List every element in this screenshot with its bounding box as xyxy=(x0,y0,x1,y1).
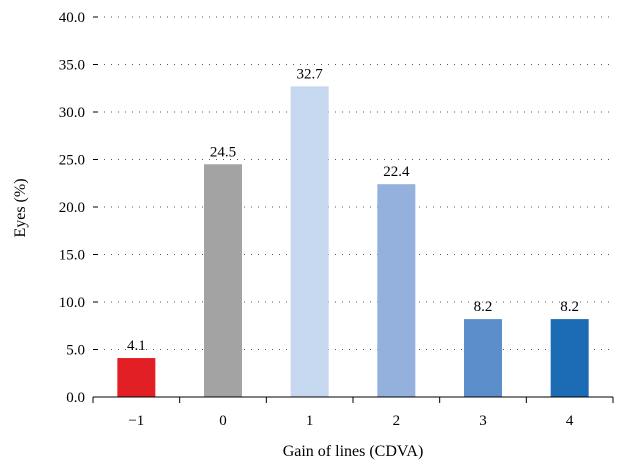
y-axis-ticks: 0.0 5.0 10.0 15.0 20.0 25.0 30.0 35.0 40.0 xyxy=(59,10,98,406)
bar xyxy=(204,164,242,397)
bars xyxy=(117,86,589,397)
bar-value-label: 8.2 xyxy=(560,299,579,315)
x-axis-ticks: −1 0 1 2 3 4 xyxy=(92,397,614,429)
x-tick-label: 3 xyxy=(479,413,487,429)
x-tick-label: 0 xyxy=(219,413,227,429)
x-tick-label: 4 xyxy=(566,413,574,429)
x-axis-title: Gain of lines (CDVA) xyxy=(283,443,424,460)
y-tick-label: 30.0 xyxy=(59,105,85,121)
y-tick-label: 5.0 xyxy=(66,343,85,359)
bar xyxy=(117,358,156,397)
y-tick-label: 0.0 xyxy=(66,390,85,406)
bar xyxy=(377,184,416,397)
y-tick-label: 40.0 xyxy=(59,10,85,26)
grid-lines xyxy=(97,16,613,350)
y-tick-label: 15.0 xyxy=(59,248,85,264)
y-axis-title: Eyes (%) xyxy=(12,178,29,237)
y-tick-label: 10.0 xyxy=(59,295,85,311)
bar-value-label: 24.5 xyxy=(210,144,236,160)
bar-value-label: 4.1 xyxy=(127,338,146,354)
x-tick-label: 1 xyxy=(306,413,314,429)
y-tick-label: 25.0 xyxy=(59,153,85,169)
y-tick-label: 20.0 xyxy=(59,200,85,216)
x-tick-label: −1 xyxy=(128,413,144,429)
bar-value-label: 8.2 xyxy=(474,299,493,315)
y-tick-label: 35.0 xyxy=(59,58,85,74)
bar xyxy=(290,86,329,397)
data-labels: 4.1 24.5 32.7 22.4 8.2 8.2 xyxy=(127,66,579,354)
bar xyxy=(550,319,589,397)
bar-value-label: 32.7 xyxy=(297,66,324,82)
bar xyxy=(464,319,502,397)
x-tick-label: 2 xyxy=(393,413,401,429)
bar-value-label: 22.4 xyxy=(383,164,410,180)
